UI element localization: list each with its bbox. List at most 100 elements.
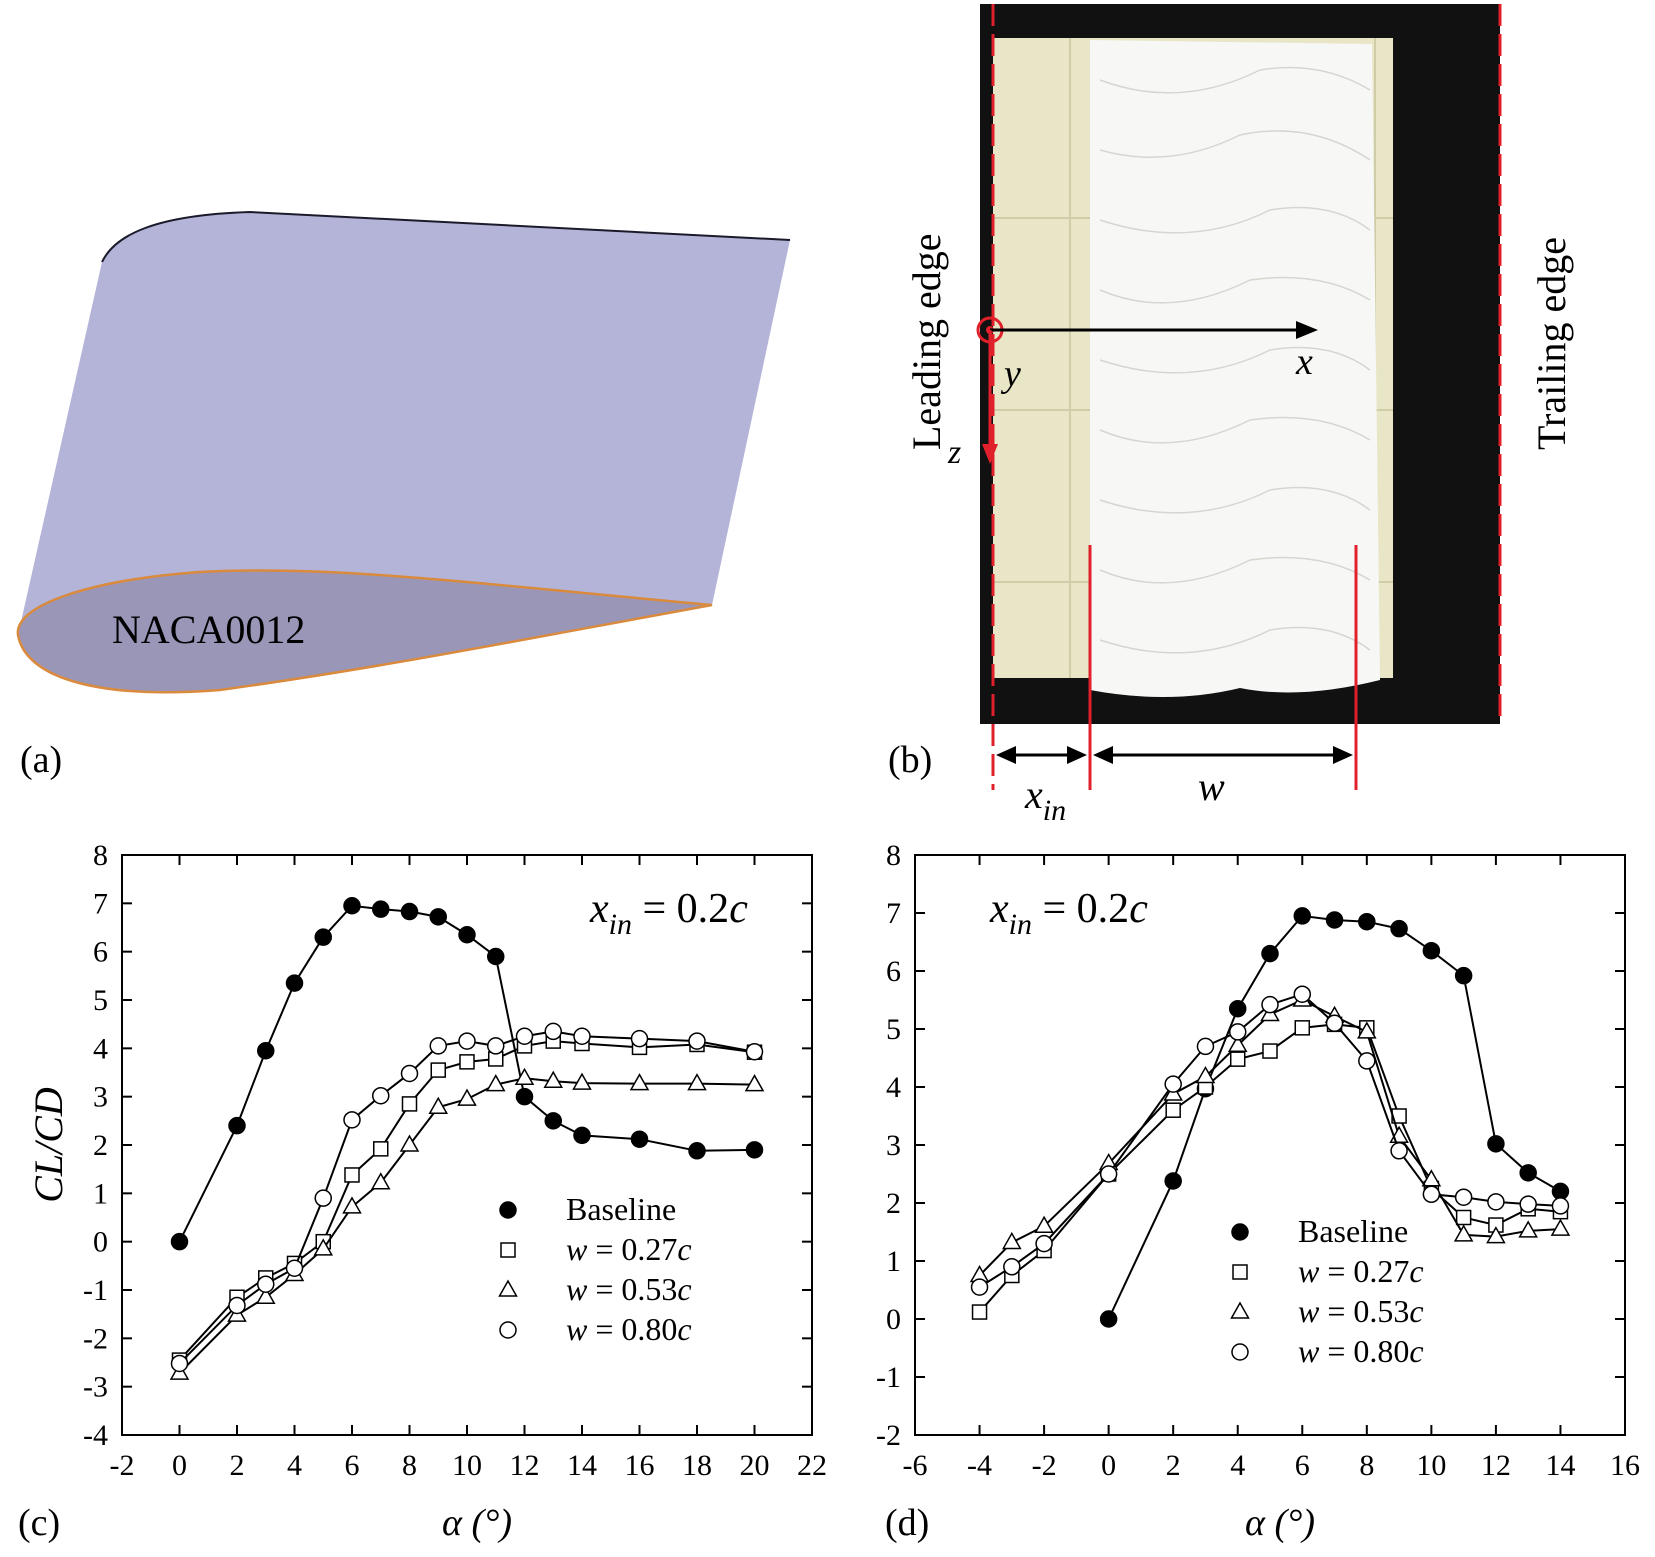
data-point — [1003, 1258, 1021, 1276]
y-tick-label: 5 — [886, 1013, 901, 1046]
airfoil-section — [16, 569, 713, 694]
legend-marker — [1231, 1223, 1249, 1241]
y-tick-label: 2 — [93, 1129, 108, 1162]
legend-c: c — [1409, 1293, 1423, 1329]
data-point — [1551, 1197, 1570, 1215]
y-tick-label: 8 — [93, 839, 108, 872]
z-axis-arrowhead — [982, 444, 998, 464]
data-point — [429, 908, 447, 926]
legend-w: w — [566, 1311, 588, 1347]
data-point — [1229, 1051, 1246, 1067]
plot-frame — [914, 854, 1626, 1436]
x-tick-label: 6 — [1295, 1449, 1310, 1482]
legend-label: w = 0.27c — [566, 1231, 692, 1267]
data-point — [429, 1037, 447, 1055]
data-point — [1454, 1188, 1473, 1206]
legend-value: = 0.80 — [1319, 1333, 1409, 1369]
data-point — [1164, 1172, 1182, 1190]
data-point — [1550, 1218, 1571, 1236]
legend-label: Baseline — [1298, 1213, 1408, 1249]
legend-c: c — [677, 1271, 691, 1307]
series-line — [979, 993, 1561, 1288]
x-tick-label: 2 — [1166, 1449, 1181, 1482]
data-point — [1325, 1014, 1344, 1032]
x-tick-label: 22 — [797, 1449, 827, 1482]
data-point — [458, 1032, 476, 1050]
data-point — [1261, 995, 1279, 1014]
data-point — [1196, 1037, 1215, 1056]
series-open-triangle — [969, 989, 1571, 1283]
legend-label: w = 0.53c — [566, 1271, 692, 1307]
panel-b-label: (b) — [888, 739, 932, 781]
x-tick-label: 14 — [567, 1449, 597, 1482]
y-tick-label: 8 — [886, 839, 901, 872]
data-point — [1262, 1043, 1278, 1059]
xin-arrowhead-left — [996, 746, 1016, 764]
data-point — [1002, 1231, 1022, 1250]
legend-w: w — [1298, 1253, 1320, 1289]
data-point — [1165, 1102, 1181, 1118]
series-open-circle — [170, 1022, 764, 1373]
x-tick-label: 12 — [510, 1449, 540, 1482]
legend-value: = 0.53 — [1319, 1293, 1409, 1329]
data-point — [573, 1126, 591, 1145]
data-point — [458, 926, 476, 944]
annotation-xin: xin = 0.2c — [989, 886, 1148, 941]
y-tick-label: -1 — [83, 1274, 108, 1307]
legend-marker — [500, 1242, 516, 1258]
y-tick-label: 7 — [93, 887, 108, 920]
data-point — [228, 1296, 246, 1315]
legend-marker — [498, 1279, 518, 1297]
chart-c: -2 0 2 4 6 8 10 12 14 16 18 20 22-4-3-2-1012345678α … — [26, 839, 827, 1544]
series-line — [978, 1023, 1561, 1313]
airfoil-top-edge — [101, 210, 791, 263]
y-tick-label: 0 — [886, 1303, 901, 1336]
legend-w: w — [566, 1271, 588, 1307]
x-tick-label: 4 — [1230, 1449, 1245, 1482]
series-open-square — [971, 1016, 1569, 1320]
panel-c-label: (c) — [18, 1502, 60, 1544]
data-point — [745, 1141, 764, 1159]
data-point — [1358, 1052, 1376, 1070]
data-point — [487, 1037, 505, 1055]
data-point — [487, 947, 505, 966]
trailing-edge-label: Trailing edge — [1529, 237, 1574, 450]
xin-sub: in — [1043, 794, 1066, 827]
data-point — [1519, 1195, 1537, 1213]
airfoil-label: NACA0012 — [112, 607, 305, 652]
x-axis-label: x — [1295, 341, 1313, 383]
fur-texture — [1099, 66, 1371, 654]
leading-edge-label: Leading edge — [904, 233, 949, 450]
panel-d-label: (d) — [885, 1502, 929, 1544]
data-point — [1035, 1234, 1053, 1253]
annotation-sub: in — [1009, 908, 1032, 941]
data-point — [544, 1022, 562, 1041]
series-line — [1107, 914, 1561, 1320]
data-point — [572, 1072, 592, 1090]
x-tick-label: 12 — [1481, 1449, 1511, 1482]
legend-c: c — [1409, 1253, 1423, 1289]
legend-value: = 0.53 — [587, 1271, 677, 1307]
panel-a-label: (a) — [20, 739, 62, 781]
data-point — [970, 1278, 989, 1296]
data-point — [342, 1196, 362, 1214]
data-point — [343, 897, 361, 915]
legend-w: w — [1298, 1293, 1320, 1329]
data-point — [1551, 1182, 1570, 1201]
x-tick-label: -4 — [967, 1449, 992, 1482]
data-point — [1034, 1215, 1054, 1233]
data-point — [170, 1354, 189, 1373]
y-tick-label: 3 — [886, 1129, 901, 1162]
data-point — [1390, 1142, 1408, 1160]
data-point — [515, 1087, 534, 1106]
legend-w: w — [566, 1231, 588, 1267]
legend-marker — [1232, 1264, 1248, 1280]
legend-marker — [1231, 1343, 1249, 1361]
annotation-c: c — [729, 886, 748, 932]
legend-c: c — [677, 1231, 691, 1267]
data-point — [400, 902, 419, 921]
x-tick-label: 4 — [287, 1449, 302, 1482]
y-tick-label: 1 — [886, 1245, 901, 1278]
data-point — [313, 1238, 334, 1256]
x-tick-label: 16 — [1610, 1449, 1640, 1482]
